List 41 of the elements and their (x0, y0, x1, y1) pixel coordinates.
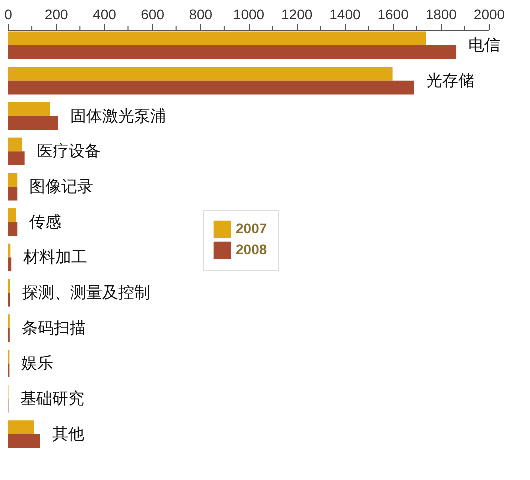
x-tick-label: 1800 (426, 6, 458, 22)
bar (8, 420, 34, 434)
x-tick-label: 600 (141, 6, 165, 22)
bar (8, 102, 50, 116)
bar (8, 222, 18, 236)
legend-label: 2007 (236, 220, 268, 236)
y-tick-label: 电信 (468, 36, 501, 55)
bar (8, 208, 16, 222)
x-tick-label: 1600 (378, 6, 410, 22)
y-tick-label: 固体激光泵浦 (70, 106, 167, 126)
y-tick-label: 探测、测量及控制 (22, 283, 150, 302)
y-tick-label: 传感 (30, 212, 62, 232)
y-tick-label: 光存储 (426, 70, 474, 90)
bar (8, 116, 59, 130)
x-tick-label: 0 (4, 6, 13, 22)
x-tick-label: 1400 (330, 6, 361, 22)
bar (8, 32, 426, 46)
y-tick-label: 医疗设备 (36, 142, 101, 161)
bar (8, 67, 393, 81)
bar (8, 80, 414, 95)
bar (8, 152, 25, 166)
x-tick-label: 800 (189, 6, 213, 22)
x-tick-label: 200 (44, 6, 68, 22)
y-tick-label: 娱乐 (22, 354, 54, 373)
bar (8, 46, 457, 60)
bar (8, 244, 11, 258)
bar (8, 173, 18, 187)
y-tick-label: 图像记录 (30, 176, 94, 196)
bar (8, 186, 18, 201)
x-tick-label: 400 (93, 6, 117, 22)
y-tick-label: 其他 (52, 424, 84, 444)
y-tick-label: 条码扫描 (22, 318, 86, 338)
x-tick-label: 1200 (282, 6, 313, 22)
bar (8, 138, 22, 152)
bar (8, 258, 12, 272)
legend-label: 2008 (236, 242, 268, 258)
x-tick-label: 1000 (233, 6, 265, 22)
bar (8, 434, 40, 448)
x-tick-label: 2000 (474, 6, 506, 22)
y-tick-label: 基础研究 (20, 389, 85, 408)
y-tick-label: 材料加工 (22, 248, 88, 267)
